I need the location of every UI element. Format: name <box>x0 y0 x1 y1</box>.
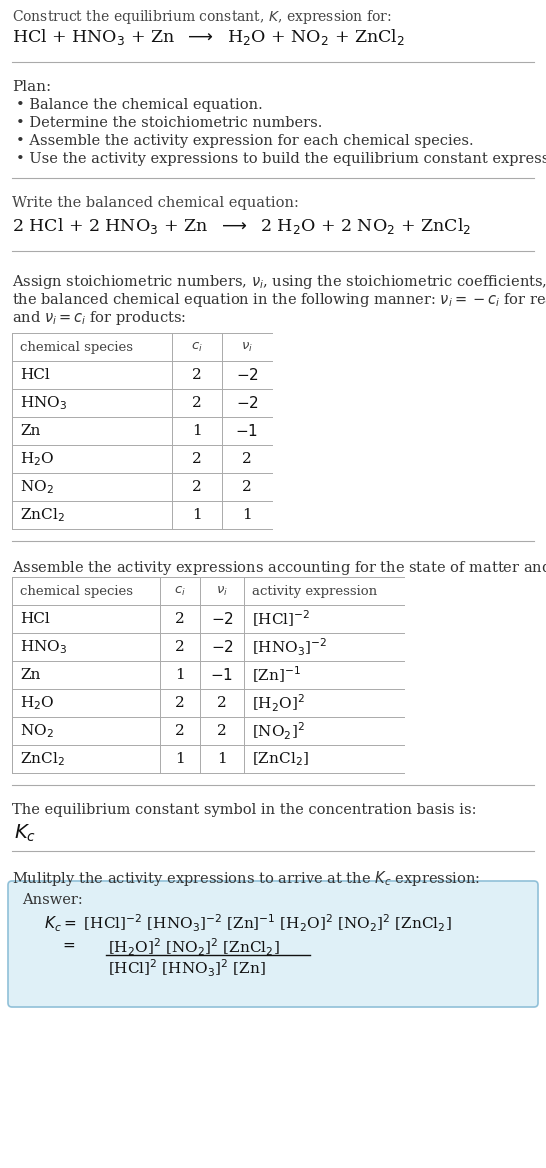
Text: Mulitply the activity expressions to arrive at the $K_c$ expression:: Mulitply the activity expressions to arr… <box>12 869 480 888</box>
Text: [H$_2$O]$^2$: [H$_2$O]$^2$ <box>252 693 305 714</box>
Text: and $\nu_i = c_i$ for products:: and $\nu_i = c_i$ for products: <box>12 310 186 327</box>
FancyBboxPatch shape <box>8 881 538 1007</box>
Text: Construct the equilibrium constant, $K$, expression for:: Construct the equilibrium constant, $K$,… <box>12 8 391 26</box>
Text: [HCl]$^{-2}$: [HCl]$^{-2}$ <box>252 609 311 630</box>
Text: activity expression: activity expression <box>252 584 377 598</box>
Text: ZnCl$_2$: ZnCl$_2$ <box>20 750 65 767</box>
Text: H$_2$O: H$_2$O <box>20 450 55 468</box>
Text: $c_i$: $c_i$ <box>174 584 186 598</box>
Text: HCl + HNO$_3$ + Zn  $\longrightarrow$  H$_2$O + NO$_2$ + ZnCl$_2$: HCl + HNO$_3$ + Zn $\longrightarrow$ H$_… <box>12 27 405 47</box>
Text: 2: 2 <box>217 724 227 738</box>
Text: 1: 1 <box>192 508 202 522</box>
Text: HNO$_3$: HNO$_3$ <box>20 638 67 656</box>
Text: Answer:: Answer: <box>22 894 83 908</box>
Text: NO$_2$: NO$_2$ <box>20 478 54 496</box>
Text: 1: 1 <box>217 752 227 766</box>
Text: Plan:: Plan: <box>12 79 51 93</box>
Text: [H$_2$O]$^2$ [NO$_2$]$^2$ [ZnCl$_2$]: [H$_2$O]$^2$ [NO$_2$]$^2$ [ZnCl$_2$] <box>108 937 280 959</box>
Text: 2: 2 <box>192 452 202 466</box>
Text: chemical species: chemical species <box>20 584 133 598</box>
Text: $c_i$: $c_i$ <box>191 340 203 354</box>
Text: [HNO$_3$]$^{-2}$: [HNO$_3$]$^{-2}$ <box>252 637 327 658</box>
Text: 2: 2 <box>217 696 227 710</box>
Text: 2: 2 <box>175 724 185 738</box>
Text: The equilibrium constant symbol in the concentration basis is:: The equilibrium constant symbol in the c… <box>12 804 477 816</box>
Text: HCl: HCl <box>20 368 50 382</box>
Text: $-1$: $-1$ <box>211 667 234 683</box>
Text: 2: 2 <box>192 396 202 410</box>
Text: 2: 2 <box>175 612 185 626</box>
Text: [NO$_2$]$^2$: [NO$_2$]$^2$ <box>252 721 305 742</box>
Text: $-1$: $-1$ <box>235 423 258 439</box>
Text: Write the balanced chemical equation:: Write the balanced chemical equation: <box>12 196 299 210</box>
Text: • Balance the chemical equation.: • Balance the chemical equation. <box>16 98 263 112</box>
Text: $\nu_i$: $\nu_i$ <box>216 584 228 598</box>
Text: Zn: Zn <box>20 668 40 682</box>
Text: $-2$: $-2$ <box>211 611 234 627</box>
Text: Assign stoichiometric numbers, $\nu_i$, using the stoichiometric coefficients, $: Assign stoichiometric numbers, $\nu_i$, … <box>12 273 546 291</box>
Text: Assemble the activity expressions accounting for the state of matter and $\nu_i$: Assemble the activity expressions accoun… <box>12 559 546 577</box>
Text: ZnCl$_2$: ZnCl$_2$ <box>20 506 65 524</box>
Text: NO$_2$: NO$_2$ <box>20 722 54 739</box>
Text: 2: 2 <box>192 480 202 494</box>
Text: HCl: HCl <box>20 612 50 626</box>
Text: HNO$_3$: HNO$_3$ <box>20 394 67 412</box>
Text: H$_2$O: H$_2$O <box>20 694 55 711</box>
Text: 2: 2 <box>192 368 202 382</box>
Text: chemical species: chemical species <box>20 341 133 354</box>
Text: [HCl]$^2$ [HNO$_3$]$^2$ [Zn]: [HCl]$^2$ [HNO$_3$]$^2$ [Zn] <box>108 958 266 980</box>
Text: • Use the activity expressions to build the equilibrium constant expression.: • Use the activity expressions to build … <box>16 152 546 166</box>
Text: • Assemble the activity expression for each chemical species.: • Assemble the activity expression for e… <box>16 134 473 148</box>
Text: 1: 1 <box>242 508 252 522</box>
Text: $K_c$: $K_c$ <box>14 823 36 844</box>
Text: $-2$: $-2$ <box>235 395 258 411</box>
Text: 2 HCl + 2 HNO$_3$ + Zn  $\longrightarrow$  2 H$_2$O + 2 NO$_2$ + ZnCl$_2$: 2 HCl + 2 HNO$_3$ + Zn $\longrightarrow$… <box>12 216 471 236</box>
Text: the balanced chemical equation in the following manner: $\nu_i = -c_i$ for react: the balanced chemical equation in the fo… <box>12 291 546 310</box>
Text: • Determine the stoichiometric numbers.: • Determine the stoichiometric numbers. <box>16 116 322 130</box>
Text: $-2$: $-2$ <box>235 367 258 383</box>
Text: [ZnCl$_2$]: [ZnCl$_2$] <box>252 750 309 767</box>
Text: 2: 2 <box>175 696 185 710</box>
Text: 1: 1 <box>175 752 185 766</box>
Text: Zn: Zn <box>20 424 40 438</box>
Text: 2: 2 <box>175 640 185 654</box>
Text: [Zn]$^{-1}$: [Zn]$^{-1}$ <box>252 665 301 686</box>
Text: $-2$: $-2$ <box>211 639 234 655</box>
Text: 2: 2 <box>242 480 252 494</box>
Text: $\nu_i$: $\nu_i$ <box>241 340 253 354</box>
Text: $=$: $=$ <box>60 938 76 952</box>
Text: $K_c = $ [HCl]$^{-2}$ [HNO$_3$]$^{-2}$ [Zn]$^{-1}$ [H$_2$O]$^2$ [NO$_2$]$^2$ [Zn: $K_c = $ [HCl]$^{-2}$ [HNO$_3$]$^{-2}$ [… <box>44 913 452 934</box>
Text: 1: 1 <box>192 424 202 438</box>
Text: 1: 1 <box>175 668 185 682</box>
Text: 2: 2 <box>242 452 252 466</box>
